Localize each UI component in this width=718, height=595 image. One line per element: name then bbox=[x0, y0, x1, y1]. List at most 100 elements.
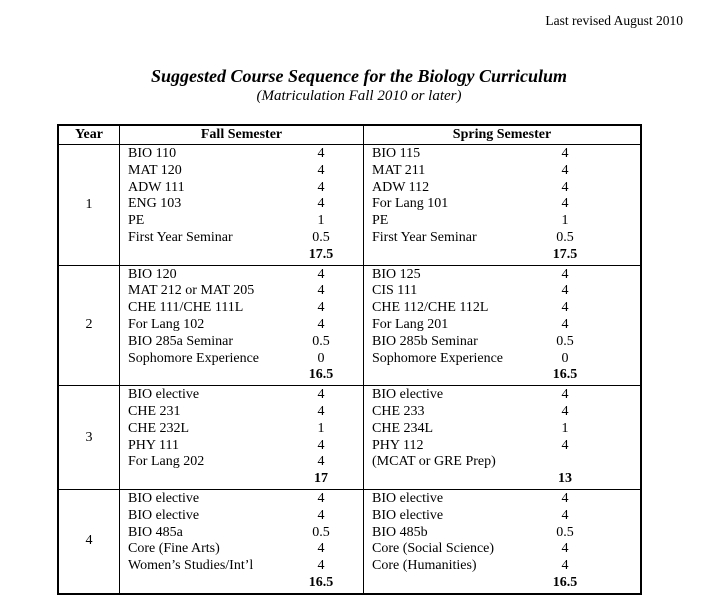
course-credits: 4 bbox=[317, 146, 325, 161]
course-name: PHY 112 bbox=[372, 437, 424, 453]
course-row: BIO 110 4 bbox=[120, 146, 363, 163]
course-row: Women’s Studies/Int’l 4 bbox=[120, 558, 363, 575]
semester-total: 17.5 bbox=[552, 246, 578, 262]
course-row: Core (Fine Arts) 4 bbox=[120, 541, 363, 558]
course-credits: 4 bbox=[317, 283, 325, 299]
course-row: MAT 120 4 bbox=[120, 163, 363, 180]
course-name: BIO elective bbox=[128, 490, 200, 506]
revision-note: Last revised August 2010 bbox=[545, 13, 683, 28]
course-row: CHE 112/CHE 112L 4 bbox=[364, 300, 640, 317]
year-block: 3 BIO elective 4 CHE 231 4 CHE 232L 1 PHY 111 4 F… bbox=[59, 385, 640, 489]
course-name: BIO elective bbox=[372, 387, 444, 403]
course-row: BIO elective 4 bbox=[120, 508, 363, 525]
course-credits: 4 bbox=[561, 283, 569, 299]
spring-semester-cell: BIO 115 4 MAT 211 4 ADW 112 4 For Lang 101 4 PE 1… bbox=[363, 145, 640, 265]
course-name: CHE 231 bbox=[128, 403, 181, 419]
course-row: For Lang 202 4 bbox=[120, 454, 363, 471]
course-credits: 4 bbox=[561, 300, 569, 316]
column-header-year: Year bbox=[75, 127, 103, 142]
course-credits: 4 bbox=[317, 300, 325, 316]
course-name: BIO 125 bbox=[372, 266, 421, 282]
course-row: PE 1 bbox=[364, 213, 640, 230]
course-row: BIO elective 4 bbox=[120, 491, 363, 508]
course-credits: 1 bbox=[561, 213, 569, 229]
course-name: Women’s Studies/Int’l bbox=[128, 558, 254, 574]
semester-total: 17 bbox=[314, 471, 328, 487]
semester-total-row: 16.5 bbox=[364, 575, 640, 592]
course-credits: 0 bbox=[317, 350, 325, 366]
course-row: ENG 103 4 bbox=[120, 196, 363, 213]
course-credits: 4 bbox=[317, 437, 325, 453]
course-credits: 4 bbox=[317, 490, 325, 506]
course-credits: 0.5 bbox=[556, 229, 574, 245]
total-spacer bbox=[120, 575, 298, 592]
course-credits: 4 bbox=[317, 454, 325, 470]
semester-total-row: 16.5 bbox=[120, 367, 363, 384]
table-header-row: Year Fall Semester Spring Semester bbox=[59, 126, 640, 144]
course-name: BIO elective bbox=[372, 490, 444, 506]
course-row: BIO elective 4 bbox=[120, 387, 363, 404]
year-number: 4 bbox=[85, 533, 93, 549]
course-name: CHE 232L bbox=[128, 420, 190, 436]
year-block: 1 BIO 110 4 MAT 120 4 ADW 111 4 ENG 103 4 PE 1 Firs… bbox=[59, 144, 640, 265]
course-row: Core (Social Science) 4 bbox=[364, 541, 640, 558]
course-row: BIO 285b Seminar 0.5 bbox=[364, 334, 640, 351]
course-row: MAT 211 4 bbox=[364, 163, 640, 180]
course-row: BIO 115 4 bbox=[364, 146, 640, 163]
course-name: MAT 212 or MAT 205 bbox=[128, 283, 255, 299]
course-name: Sophomore Experience bbox=[372, 350, 504, 366]
course-name: For Lang 102 bbox=[128, 316, 205, 332]
course-row: BIO 120 4 bbox=[120, 267, 363, 284]
course-row: Sophomore Experience 0 bbox=[364, 351, 640, 368]
course-name: BIO 485b bbox=[372, 524, 428, 540]
course-row: For Lang 102 4 bbox=[120, 317, 363, 334]
course-credits: 4 bbox=[561, 316, 569, 332]
course-name: BIO 285b Seminar bbox=[372, 333, 478, 349]
fall-semester-cell: BIO 110 4 MAT 120 4 ADW 111 4 ENG 103 4 PE 1 First… bbox=[119, 145, 363, 265]
course-name: BIO 110 bbox=[128, 146, 177, 161]
course-credits: 4 bbox=[561, 196, 569, 212]
spring-semester-cell: BIO elective 4 BIO elective 4 BIO 485b 0.5 Cor… bbox=[363, 489, 640, 593]
course-credits bbox=[542, 454, 588, 471]
total-spacer bbox=[120, 471, 298, 488]
course-name: CHE 234L bbox=[372, 420, 434, 436]
total-spacer bbox=[120, 367, 298, 384]
course-row: BIO elective 4 bbox=[364, 491, 640, 508]
page-subtitle: (Matriculation Fall 2010 or later) bbox=[256, 88, 462, 104]
course-credits: 4 bbox=[561, 387, 569, 403]
course-row: First Year Seminar 0.5 bbox=[120, 230, 363, 247]
course-credits: 4 bbox=[561, 146, 569, 161]
course-row: BIO 485b 0.5 bbox=[364, 525, 640, 542]
semester-total-row: 17.5 bbox=[364, 247, 640, 264]
course-row: Sophomore Experience 0 bbox=[120, 351, 363, 368]
page-title: Suggested Course Sequence for the Biolog… bbox=[150, 66, 568, 86]
course-name: First Year Seminar bbox=[128, 229, 233, 245]
semester-total: 17.5 bbox=[308, 246, 334, 262]
course-name: BIO elective bbox=[372, 507, 444, 523]
course-credits: 4 bbox=[561, 403, 569, 419]
course-name: PE bbox=[372, 213, 389, 229]
fall-semester-cell: BIO elective 4 CHE 231 4 CHE 232L 1 PHY 111 4 Fo… bbox=[119, 386, 363, 489]
course-name: Sophomore Experience bbox=[128, 350, 260, 366]
course-credits: 4 bbox=[561, 490, 569, 506]
course-name: BIO elective bbox=[128, 387, 200, 403]
course-name: BIO 115 bbox=[372, 146, 421, 161]
course-credits: 1 bbox=[561, 420, 569, 436]
course-credits: 4 bbox=[317, 507, 325, 523]
course-name: BIO elective bbox=[128, 507, 200, 523]
course-row: CIS 111 4 bbox=[364, 283, 640, 300]
course-row: CHE 233 4 bbox=[364, 404, 640, 421]
course-row: BIO 125 4 bbox=[364, 267, 640, 284]
course-credits: 0 bbox=[561, 350, 569, 366]
course-credits: 1 bbox=[317, 420, 325, 436]
year-number: 2 bbox=[85, 317, 93, 333]
course-credits: 4 bbox=[561, 507, 569, 523]
course-row: (MCAT or GRE Prep) bbox=[364, 454, 640, 471]
course-credits: 4 bbox=[561, 179, 569, 195]
course-name: BIO 285a Seminar bbox=[128, 333, 233, 349]
course-credits: 4 bbox=[561, 558, 569, 574]
course-row: MAT 212 or MAT 205 4 bbox=[120, 283, 363, 300]
course-name: Core (Social Science) bbox=[372, 541, 495, 557]
course-row: ADW 111 4 bbox=[120, 180, 363, 197]
semester-total: 16.5 bbox=[308, 367, 334, 383]
